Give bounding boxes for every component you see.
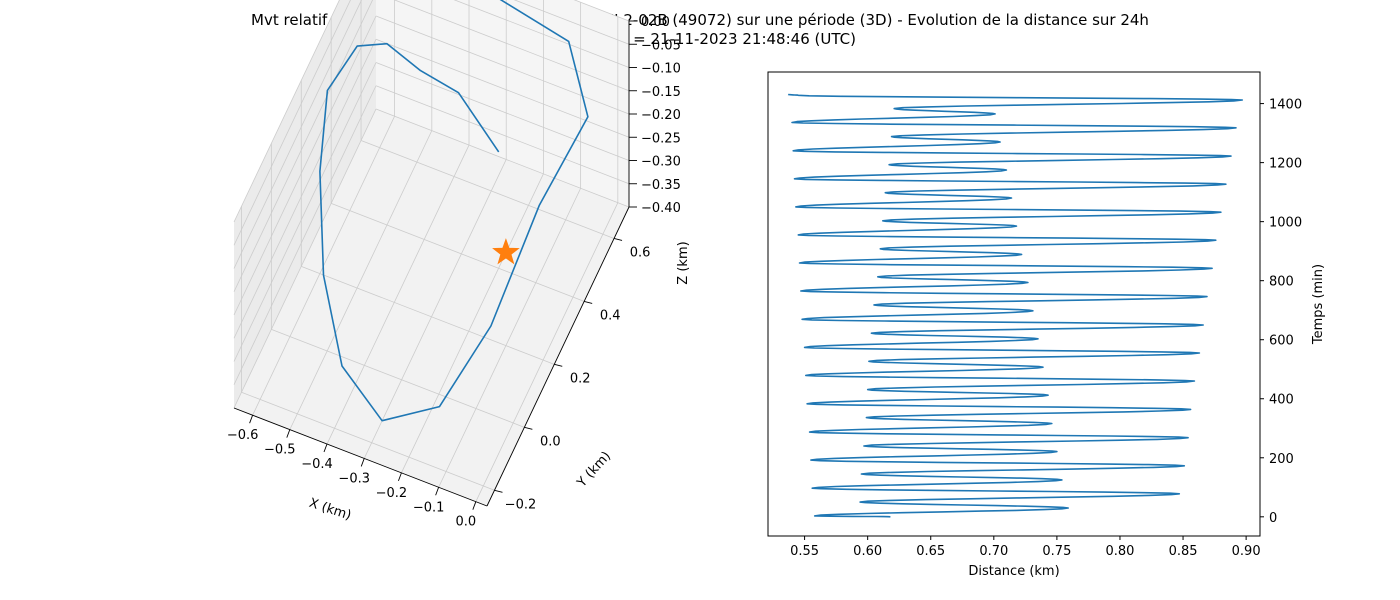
grid-line-y-floor bbox=[241, 391, 495, 491]
y-axis-label-2d: Temps (min) bbox=[1311, 264, 1326, 345]
grid-line-z-back bbox=[375, 85, 630, 185]
y-tick-label-2d: 1200 bbox=[1269, 157, 1302, 172]
x-axis-label-3d: X (km) bbox=[307, 496, 353, 524]
grid-line-y-floor bbox=[271, 328, 525, 428]
y-tick-label-2d: 0 bbox=[1269, 511, 1277, 526]
y-tick-label-2d: 1400 bbox=[1269, 98, 1302, 113]
grid-line-z-left bbox=[233, 0, 362, 269]
z-tick-label-3d: −0.15 bbox=[641, 85, 681, 100]
y-tick-3d bbox=[554, 363, 563, 367]
y-tick-label-3d: 0.4 bbox=[600, 308, 621, 323]
z-tick-label-3d: 0.00 bbox=[641, 15, 670, 30]
floor-pane bbox=[234, 109, 629, 506]
z-tick-label-3d: −0.20 bbox=[641, 108, 681, 123]
x-tick-label-3d: −0.1 bbox=[413, 500, 445, 515]
grid-line-z-left bbox=[233, 85, 377, 385]
distance-series-line bbox=[787, 93, 1244, 518]
grid-line-z-left bbox=[233, 0, 351, 246]
y-tick-3d bbox=[524, 426, 533, 430]
grid-line-z-back bbox=[573, 0, 630, 22]
axes-frame-2d bbox=[767, 71, 1261, 537]
distance-time-plot: 0.55 0.60 0.65 0.70 0.75 0.80 0.85 0.90 0 200 400 6… bbox=[767, 71, 1326, 579]
x-tick-label-2d: 0.85 bbox=[1169, 544, 1198, 559]
y-tick-label-2d: 800 bbox=[1269, 275, 1294, 290]
x-tick-label-3d: −0.6 bbox=[227, 428, 259, 443]
grid-line-z-back bbox=[375, 62, 630, 161]
z-tick-label-3d: −0.10 bbox=[641, 62, 681, 77]
grid-line-x-floor bbox=[326, 144, 470, 445]
trajectory-3d-plot: −0.6 −0.5 −0.4 −0.3 −0.2 −0.1 0.0 −0.2 0.0 0.2 0.4… bbox=[227, 0, 691, 530]
y-tick-3d bbox=[613, 238, 623, 241]
x-tick-label-2d: 0.65 bbox=[916, 544, 945, 559]
x-tick-label-3d: −0.5 bbox=[264, 443, 296, 458]
z-tick-label-3d: −0.40 bbox=[641, 201, 681, 216]
grid-line-z-back bbox=[375, 15, 630, 115]
grid-line-z-back bbox=[375, 108, 630, 208]
x-tick-label-2d: 0.70 bbox=[979, 544, 1008, 559]
x-tick-label-3d: −0.3 bbox=[338, 471, 370, 486]
y-tick-label-2d: 1000 bbox=[1269, 216, 1302, 231]
grid-line-x-floor bbox=[401, 173, 544, 474]
x-tick-3d bbox=[435, 487, 440, 496]
back-pane bbox=[376, 0, 629, 207]
grid-line-z-back bbox=[513, 0, 630, 45]
y-tick-label-2d: 600 bbox=[1269, 334, 1294, 349]
x-tick-3d bbox=[472, 501, 477, 510]
grid-line-z-left bbox=[233, 62, 377, 362]
grid-line-z-back bbox=[453, 0, 630, 68]
y-tick-label-3d: −0.2 bbox=[505, 497, 537, 512]
y-tick-label-3d: 0.2 bbox=[570, 371, 591, 386]
x-tick-label-3d: −0.4 bbox=[301, 457, 333, 472]
x-tick-label-2d: 0.80 bbox=[1105, 544, 1134, 559]
y-tick-3d bbox=[584, 300, 593, 304]
grid-line-z-left bbox=[233, 0, 340, 223]
grid-line-z-back bbox=[375, 38, 630, 138]
origin-star-marker bbox=[492, 238, 520, 265]
y-tick-label-3d: 0.6 bbox=[630, 245, 651, 260]
z-axis-label-3d: Z (km) bbox=[676, 241, 691, 284]
z-tick-label-3d: −0.30 bbox=[641, 155, 681, 170]
y-axis-line-3d bbox=[486, 206, 630, 507]
x-tick-label-3d: 0.0 bbox=[455, 515, 476, 530]
grid-line-z-left bbox=[233, 0, 373, 292]
x-tick-label-2d: 0.75 bbox=[1042, 544, 1071, 559]
x-tick-3d bbox=[286, 429, 291, 438]
grid-line-z-back bbox=[393, 0, 630, 92]
x-tick-label-3d: −0.2 bbox=[376, 486, 408, 501]
grid-line-y-floor bbox=[331, 203, 585, 302]
grid-line-y-floor bbox=[301, 265, 555, 365]
y-tick-3d bbox=[494, 489, 503, 493]
z-tick-label-3d: −0.25 bbox=[641, 131, 681, 146]
grid-line-z-left bbox=[233, 39, 377, 339]
x-tick-label-2d: 0.90 bbox=[1232, 544, 1261, 559]
x-tick-3d bbox=[323, 443, 328, 453]
y-axis-label-3d: Y (km) bbox=[574, 449, 614, 491]
x-axis-line-3d bbox=[233, 407, 488, 507]
x-tick-label-2d: 0.60 bbox=[853, 544, 882, 559]
z-tick-label-3d: −0.35 bbox=[641, 178, 681, 193]
grid-line-x-floor bbox=[363, 159, 507, 459]
grid-line-x-floor bbox=[289, 130, 433, 430]
x-tick-3d bbox=[249, 415, 254, 424]
grid-line-x-floor bbox=[438, 188, 581, 488]
trajectory-line bbox=[319, 0, 589, 422]
x-tick-label-2d: 0.55 bbox=[790, 544, 819, 559]
z-tick-label-3d: −0.05 bbox=[641, 38, 681, 53]
grid-line-z-left bbox=[233, 15, 377, 316]
y-tick-label-3d: 0.0 bbox=[540, 434, 561, 449]
grid-line-z-left bbox=[233, 108, 377, 409]
y-tick-label-2d: 400 bbox=[1269, 393, 1294, 408]
grid-line-y-floor bbox=[360, 140, 615, 239]
left-pane bbox=[234, 0, 376, 408]
x-tick-3d bbox=[360, 458, 365, 467]
y-tick-label-2d: 200 bbox=[1269, 452, 1294, 467]
x-tick-3d bbox=[398, 472, 402, 482]
x-axis-label-2d: Distance (km) bbox=[968, 564, 1059, 579]
grid-line-x-floor bbox=[475, 202, 619, 502]
